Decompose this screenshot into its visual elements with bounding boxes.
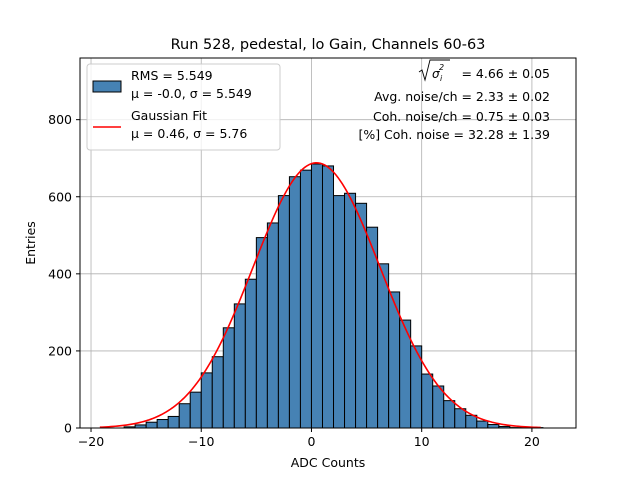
y-tick-label: 400 [48, 266, 72, 281]
legend: RMS = 5.549 μ = -0.0, σ = 5.549 Gaussian… [86, 63, 281, 151]
histogram-bar [476, 420, 489, 429]
histogram-bar [266, 222, 279, 429]
avg-noise-annotation: Avg. noise/ch = 2.33 ± 0.02 [374, 89, 550, 104]
noise-annotations: σ 2 i = 4.66 ± 0.05 Avg. noise/ch = 2.33… [358, 59, 550, 142]
histogram-bar [377, 263, 390, 429]
pct-coh-noise-annotation: [%] Coh. noise = 32.28 ± 1.39 [358, 127, 550, 142]
legend-histogram-swatch [92, 80, 122, 93]
histogram-bar [255, 237, 268, 429]
histogram-bar [145, 421, 158, 429]
histogram-bar [244, 278, 257, 429]
histogram-bar [333, 195, 346, 429]
histogram-bar [299, 169, 312, 429]
y-tick-label: 0 [64, 421, 72, 436]
x-axis-label: ADC Counts [291, 455, 366, 470]
x-axis-ticks: −20 −10 0 10 20 [78, 428, 540, 449]
legend-fit-stats: μ = 0.46, σ = 5.76 [131, 126, 247, 141]
histogram-bar [443, 400, 456, 429]
plot-frame [79, 57, 577, 429]
histogram-bar [200, 372, 213, 429]
histogram-bar [487, 424, 500, 429]
histogram-bar [277, 195, 290, 429]
sqrt-sigma-symbol: σ 2 i [418, 59, 450, 83]
histogram-bar [355, 202, 368, 429]
histogram-bar [288, 176, 301, 429]
svg-text:σ: σ [432, 67, 440, 81]
chart-title: Run 528, pedestal, lo Gain, Channels 60-… [171, 37, 486, 53]
x-tick-label: 10 [414, 434, 430, 449]
legend-box [86, 63, 281, 151]
gaussian-fit-line [99, 162, 541, 429]
histogram-bar [178, 403, 191, 429]
histogram-bar [321, 165, 335, 429]
coh-noise-annotation: Coh. noise/ch = 0.75 ± 0.03 [373, 109, 550, 124]
histogram-bar [189, 391, 202, 429]
histogram-bar [156, 419, 169, 429]
x-tick-label: −20 [78, 434, 104, 449]
y-axis-label: Entries [23, 221, 38, 265]
legend-histogram-label: RMS = 5.549 [131, 68, 213, 83]
legend-fit-label: Gaussian Fit [131, 108, 207, 123]
histogram-bar [421, 373, 434, 429]
histogram-bar [344, 192, 357, 429]
histogram-bar [233, 303, 246, 429]
histogram-bar [454, 408, 467, 429]
x-tick-label: −10 [188, 434, 214, 449]
histogram-bar [432, 385, 445, 429]
y-axis-ticks: 0 200 400 600 800 [48, 112, 80, 436]
svg-text:i: i [440, 74, 443, 83]
histogram-bar [310, 163, 323, 429]
x-tick-label: 20 [524, 434, 540, 449]
legend-histogram-stats: μ = -0.0, σ = 5.549 [131, 86, 252, 101]
histogram-bar [222, 327, 235, 429]
y-tick-label: 800 [48, 112, 72, 127]
histogram-bar [211, 356, 224, 429]
histogram-bar [167, 415, 180, 429]
svg-text:2: 2 [439, 63, 444, 72]
histogram-bar [465, 414, 478, 429]
x-tick-label: 0 [307, 434, 315, 449]
sqrt-sigma-value: = 4.66 ± 0.05 [461, 66, 550, 81]
y-tick-label: 600 [48, 189, 72, 204]
y-tick-label: 200 [48, 343, 72, 358]
